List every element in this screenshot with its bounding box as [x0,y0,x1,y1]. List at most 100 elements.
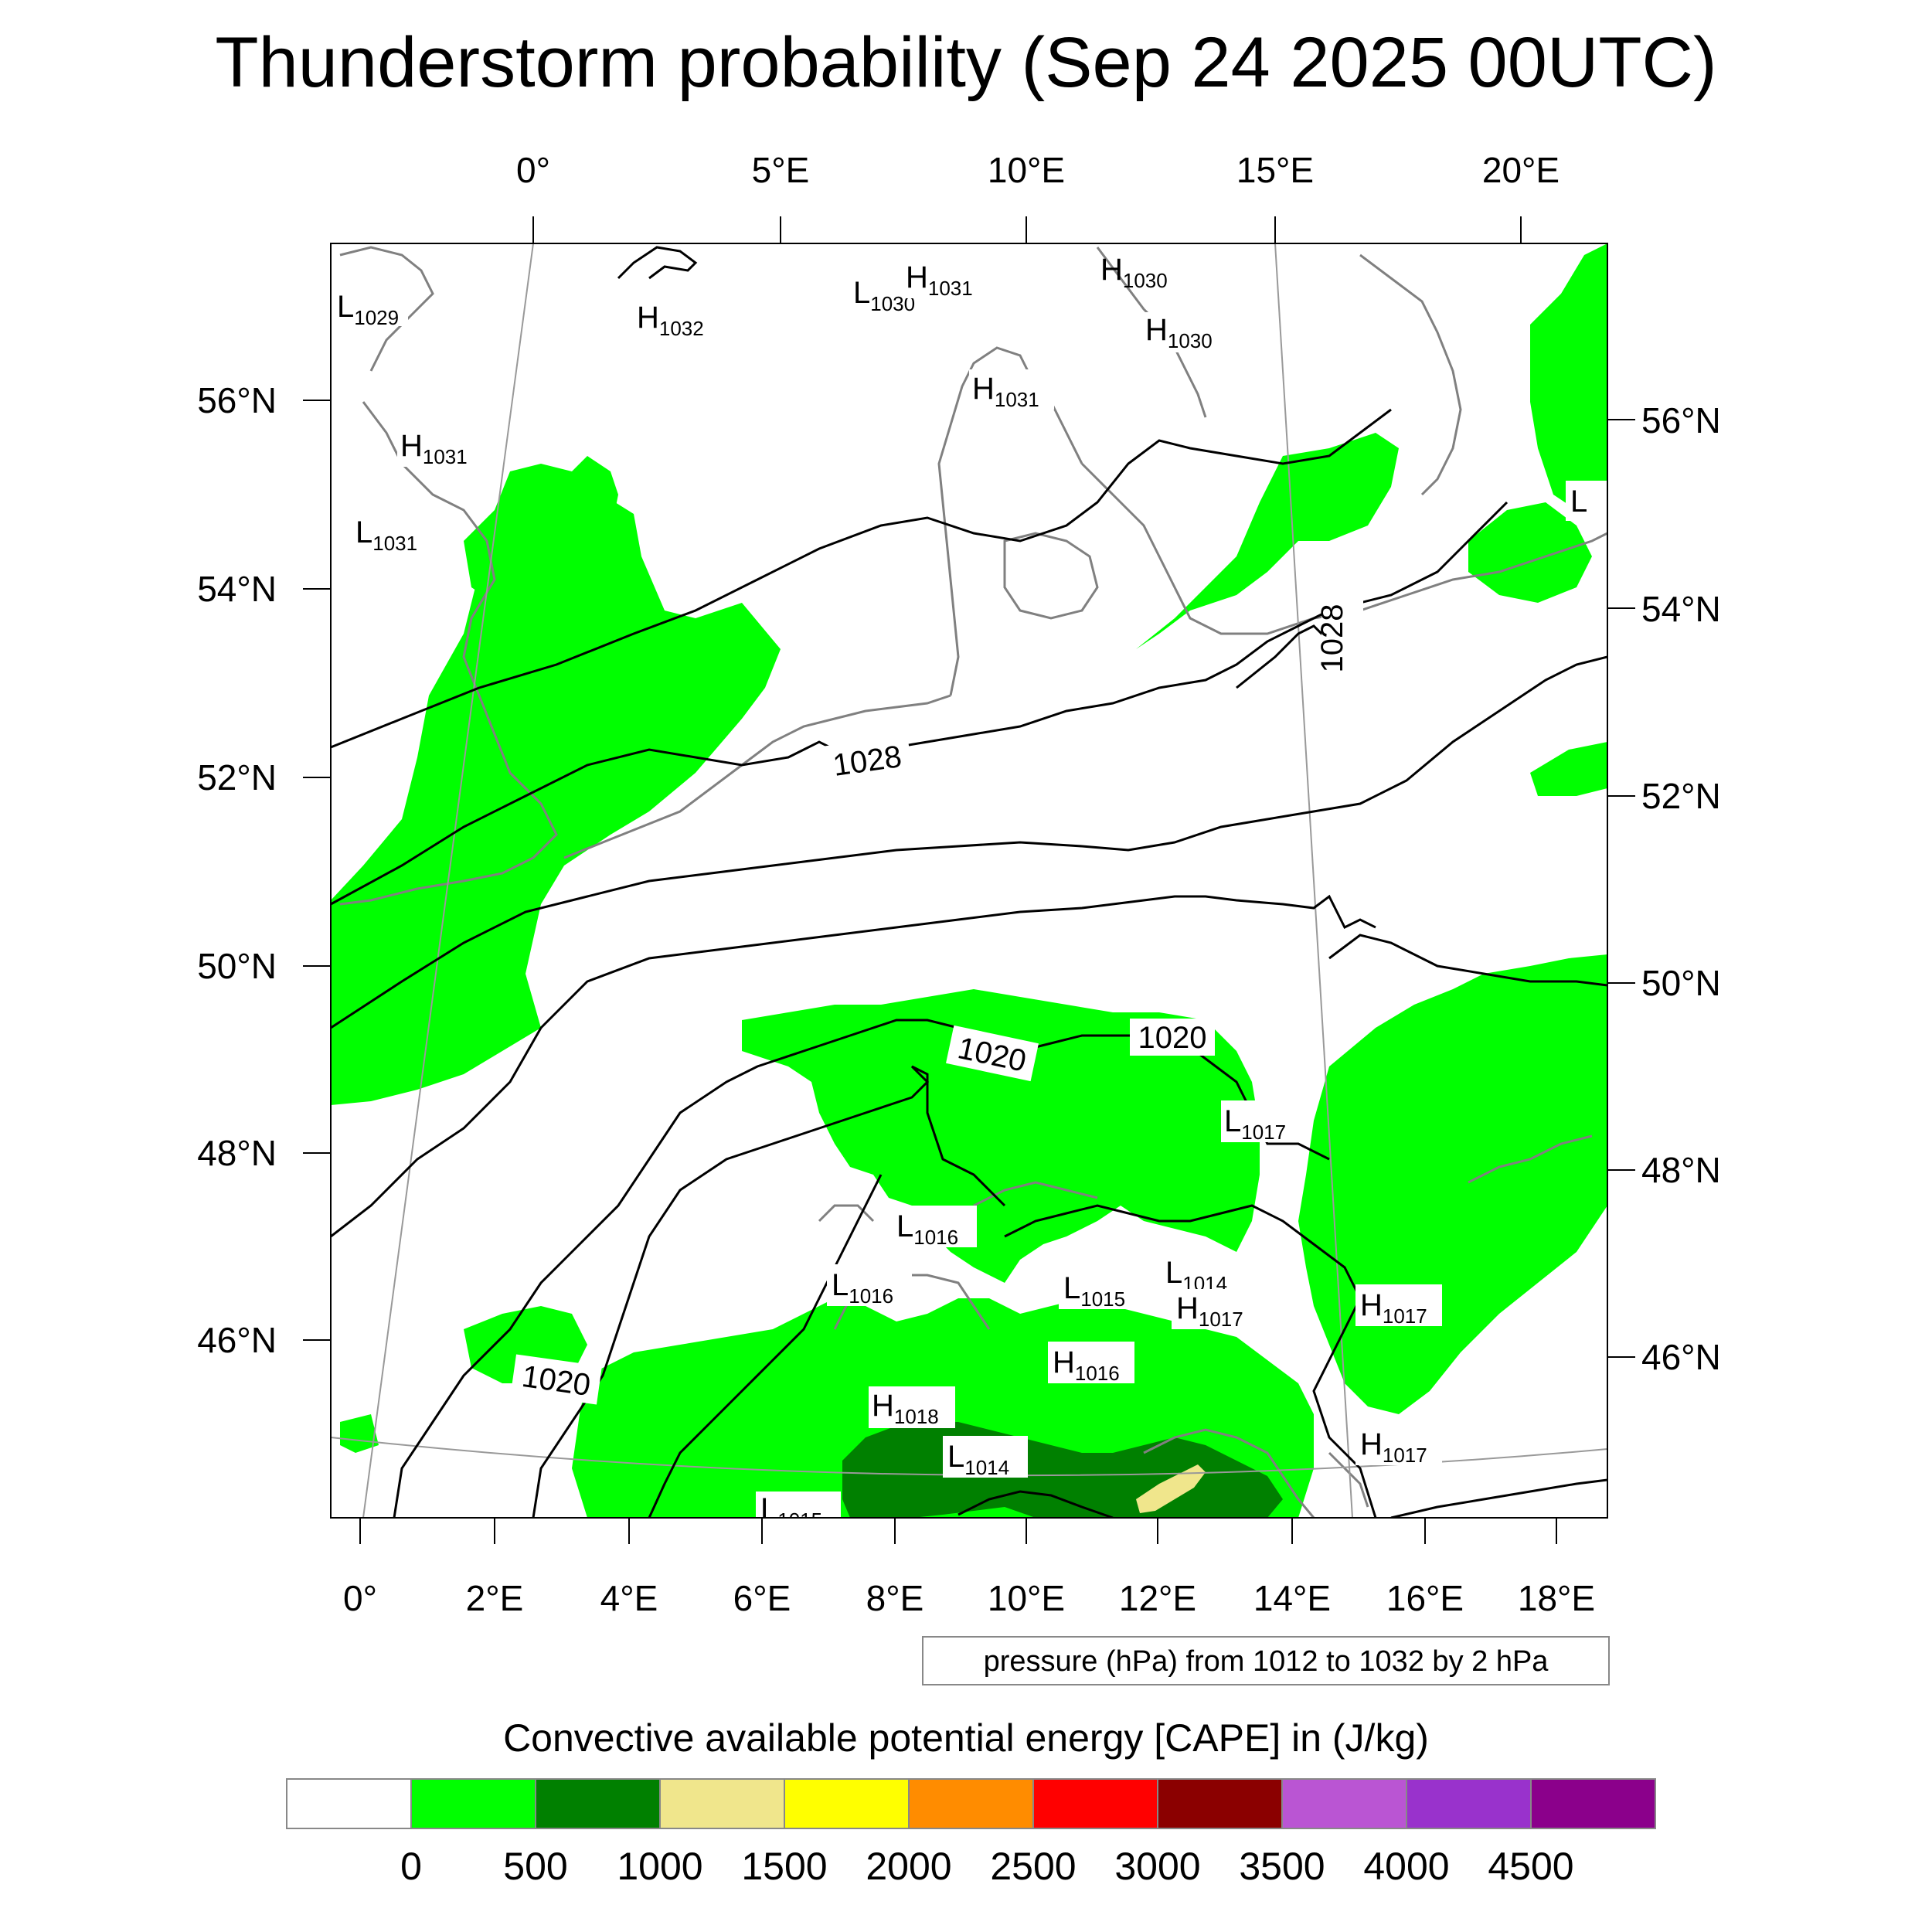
pressure-center-type: L [1570,485,1587,519]
bottom-lon-label: 2°E [466,1578,524,1618]
cape-area-east-coast [1468,502,1592,603]
pressure-center-type: L [337,290,354,324]
svg-text:L1014: L1014 [947,1440,1009,1479]
pressure-center: L1016 [827,1264,912,1308]
pressure-center-type: H [972,372,995,406]
colorbar-swatch [286,1778,412,1829]
colorbar-tick-label: 3500 [1239,1845,1325,1888]
isobar-4 [331,894,1376,1238]
pressure-center: H1031 [969,369,1054,411]
cape-area-central-europe [742,989,1260,1283]
pressure-center: H1017 [1172,1289,1258,1331]
bottom-lon-labels: 0° 2°E 4°E 6°E 8°E 10°E 12°E 14°E 16°E 1… [343,1578,1595,1618]
pressure-center-group: L1029 H1032 L1030 H1031 H1030 H1030 [331,253,1607,1532]
svg-text:L: L [1570,485,1587,519]
pressure-center: L1014 [943,1436,1028,1479]
svg-text:H1017: H1017 [1360,1427,1427,1467]
pressure-center: L [1566,481,1607,521]
cape-area-north-sea [464,456,618,603]
top-lon-label: 10°E [988,150,1065,190]
pressure-center-value: 1031 [928,277,973,300]
colorbar-tick-label: 0 [400,1845,422,1888]
colorbar-swatch [1032,1778,1158,1829]
svg-text:H1016: H1016 [1053,1345,1120,1385]
pressure-center: L1015 [1059,1267,1145,1311]
pressure-center-type: L [760,1492,777,1526]
left-lat-label: 56°N [197,380,277,420]
colorbar-tick-label: 2000 [866,1845,951,1888]
svg-text:L1017: L1017 [1224,1104,1286,1144]
isobar-10 [957,1490,1114,1518]
bottom-lon-label: 14°E [1253,1578,1331,1618]
colorbar [286,1778,1656,1829]
isobar-9 [1004,1204,1377,1518]
top-lon-label: 0° [516,150,550,190]
pressure-center-type: H [906,260,928,294]
pressure-center: L1016 [893,1206,977,1249]
pressure-center: L1014 [1162,1253,1246,1295]
svg-text:H1018: H1018 [872,1389,939,1428]
pressure-center-type: H [1360,1427,1383,1461]
pressure-center-type: L [355,515,372,549]
svg-text:L1029: L1029 [337,290,399,329]
pressure-center-type: L [947,1440,964,1474]
right-lat-axis [1607,419,1635,1358]
svg-text:H1032: H1032 [637,301,704,340]
pressure-center-type: H [872,1389,894,1423]
right-lat-labels: 56°N 54°N 52°N 50°N 48°N 46°N [1641,400,1721,1377]
left-lat-label: 48°N [197,1133,277,1173]
pressure-center: L1029 [331,286,408,329]
cape-area-northeast [1530,243,1607,510]
isobar-5 [1328,934,1607,987]
cape-field-high [1136,1464,1206,1513]
pressure-center-type: L [1165,1256,1182,1290]
isobar-label-group: 1028 1028 1020 1020 1020 [511,595,1363,1405]
cape-area-baltic [1136,433,1399,649]
svg-text:L1016: L1016 [832,1268,893,1308]
isobar-3 [331,655,1607,1029]
cape-area-southwest-2 [340,1414,379,1453]
colorbar-tick-label: 2500 [990,1845,1076,1888]
svg-text:H1031: H1031 [972,372,1039,411]
pressure-center-value: 1032 [659,317,704,340]
colorbar-swatch [1157,1778,1283,1829]
bottom-lon-axis [359,1518,1557,1544]
svg-text:H1031: H1031 [400,429,468,468]
map-frame [330,243,1608,1519]
colorbar-swatch [659,1778,785,1829]
pressure-center-type: L [1063,1271,1080,1305]
right-lat-label: 50°N [1641,963,1721,1003]
pressure-center-value: 1016 [1075,1362,1120,1385]
isobar-7 [532,1065,1006,1518]
pressure-center-type: H [1053,1345,1075,1379]
pressure-center-type: H [637,301,659,335]
pressure-center-value: 1015 [1080,1287,1125,1311]
svg-text:L1015: L1015 [760,1492,822,1532]
right-lat-label: 48°N [1641,1150,1721,1190]
colorbar-swatch [784,1778,910,1829]
top-lon-label: 15°E [1236,150,1314,190]
colorbar-swatch [410,1778,536,1829]
pressure-center-value: 1029 [354,306,399,329]
colorbar-swatch [535,1778,661,1829]
bottom-lon-label: 6°E [733,1578,791,1618]
left-lat-label: 52°N [197,757,277,798]
svg-text:H1017: H1017 [1176,1291,1243,1331]
svg-text:H1031: H1031 [906,260,973,300]
colorbar-tick-label: 1500 [741,1845,827,1888]
isobar-8 [648,1174,883,1518]
colorbar-swatch [908,1778,1034,1829]
bottom-lon-label: 8°E [866,1578,924,1618]
left-lat-label: 50°N [197,946,277,986]
pressure-center-value: 1017 [1199,1308,1243,1331]
map-area: 1028 1028 1020 1020 1020 L1029 H1032 L10… [331,243,1607,1532]
left-lat-label: 54°N [197,569,277,609]
pressure-center-type: L [853,276,870,310]
pressure-center-value: 1031 [372,532,417,555]
pressure-center-type: L [896,1209,913,1243]
bottom-lon-label: 16°E [1386,1578,1464,1618]
bottom-lon-label: 18°E [1518,1578,1595,1618]
svg-text:L1016: L1016 [896,1209,958,1249]
isobar-6 [393,1019,1330,1518]
